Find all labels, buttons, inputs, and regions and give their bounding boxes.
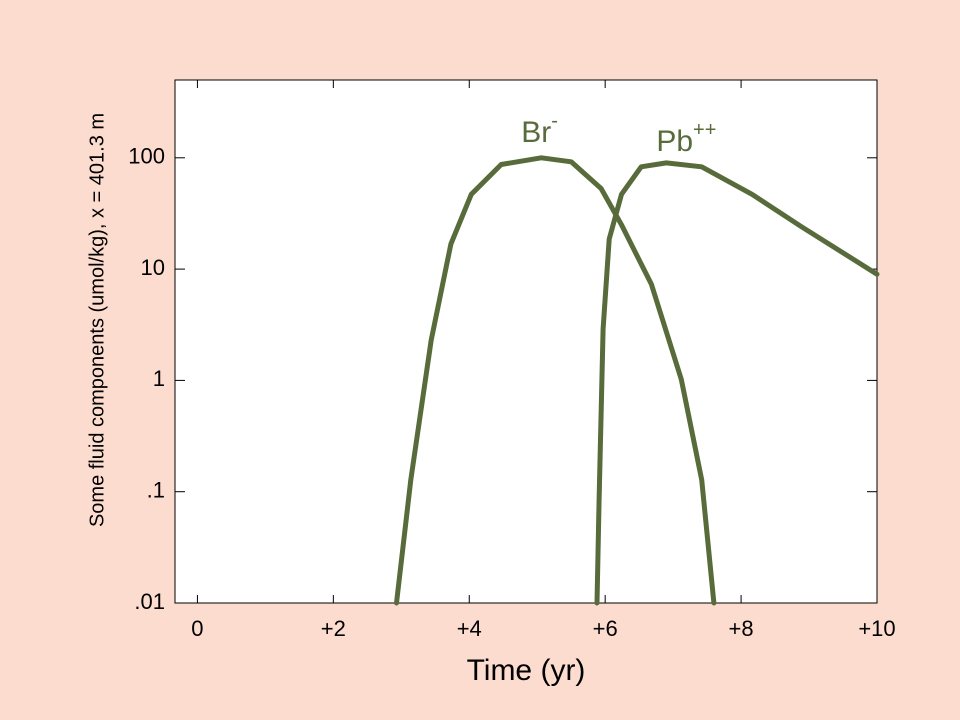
y-tick-label: 100: [128, 144, 165, 169]
series-line: [394, 155, 717, 606]
series-name: Br: [521, 116, 551, 149]
y-tick-label: .01: [134, 589, 165, 614]
y-axis-title: Some fluid components (umol/kg), x = 401…: [86, 113, 108, 527]
y-tick-label: 10: [141, 255, 165, 280]
series-name: Pb: [656, 125, 693, 158]
y-tick-label: 1: [153, 366, 165, 391]
y-tick-label: .1: [147, 478, 165, 503]
x-tick-label: +6: [593, 616, 618, 641]
x-tick-label: 0: [191, 616, 203, 641]
series-charge: ++: [693, 119, 716, 141]
x-tick-label: +2: [321, 616, 346, 641]
series-label: Pb++: [656, 119, 716, 158]
x-axis-title: Time (yr): [467, 654, 586, 687]
series-label: Br-: [521, 110, 558, 149]
plot-area: [174, 79, 878, 604]
x-tick-label: +10: [858, 616, 895, 641]
series-line: [594, 160, 880, 606]
series-charge: -: [551, 110, 558, 132]
x-tick-label: +4: [457, 616, 482, 641]
x-tick-label: +8: [729, 616, 754, 641]
